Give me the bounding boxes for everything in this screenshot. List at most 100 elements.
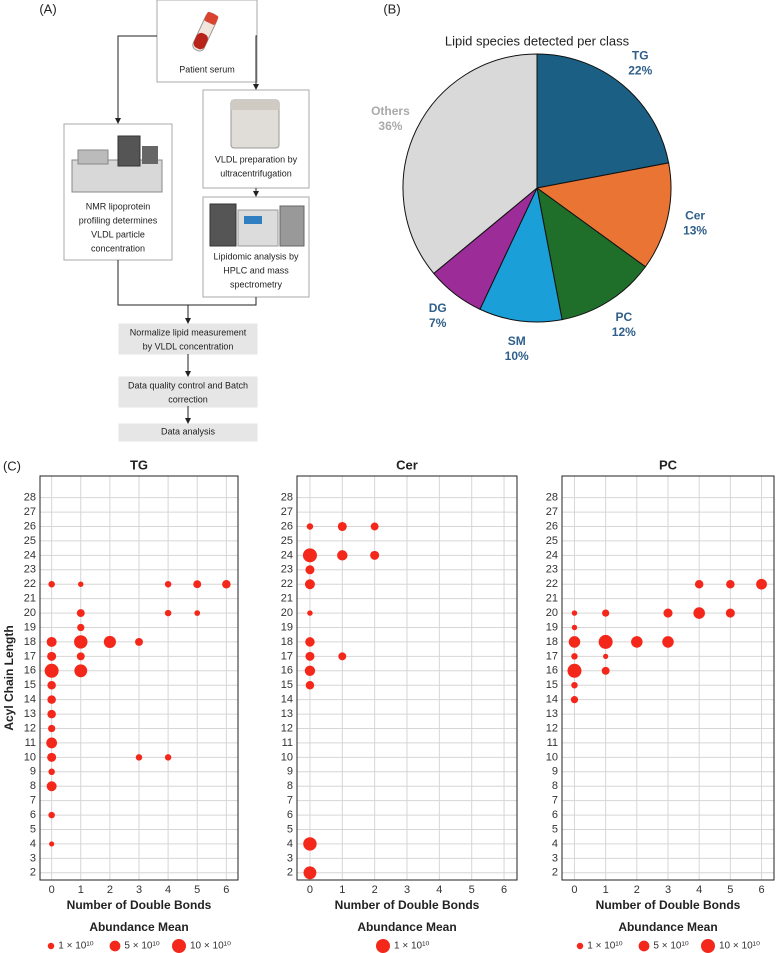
y-tick-label: 19 xyxy=(24,621,36,633)
bubble xyxy=(48,724,56,733)
y-tick-label: 25 xyxy=(281,535,293,547)
bubble xyxy=(77,623,85,632)
y-tick-label: 7 xyxy=(552,795,558,807)
bubble xyxy=(338,652,347,661)
y-tick-label: 27 xyxy=(546,506,558,518)
bubble xyxy=(571,653,578,660)
bubble xyxy=(305,651,315,661)
x-axis-label: Number of Double Bonds xyxy=(67,898,212,912)
legend-title: Abundance Mean xyxy=(618,920,717,934)
bubble xyxy=(726,579,735,589)
node-label: Data quality control and Batch xyxy=(128,380,248,390)
y-tick-label: 7 xyxy=(287,795,293,807)
panel-title: Cer xyxy=(396,457,418,472)
x-tick-label: 1 xyxy=(78,884,84,896)
y-tick-label: 11 xyxy=(547,737,558,749)
x-tick-label: 2 xyxy=(372,884,378,896)
arrow xyxy=(115,35,157,124)
x-tick-label: 4 xyxy=(696,884,702,896)
bubble xyxy=(164,754,172,761)
y-tick-label: 13 xyxy=(24,708,36,720)
plot-frame xyxy=(561,475,775,881)
slice-name: Others xyxy=(371,104,410,118)
y-tick-label: 24 xyxy=(24,549,36,561)
x-tick-label: 1 xyxy=(603,884,609,896)
slice-name: TG xyxy=(632,48,649,62)
y-tick-label: 24 xyxy=(281,549,293,561)
node-label: spectrometry xyxy=(230,279,283,289)
arrow xyxy=(253,35,259,90)
bubble xyxy=(47,709,56,719)
bubble xyxy=(164,609,172,617)
y-tick-label: 13 xyxy=(281,708,293,720)
y-tick-label: 26 xyxy=(24,520,36,532)
y-tick-label: 23 xyxy=(281,564,293,576)
diagram-node xyxy=(118,376,258,408)
x-tick-label: 1 xyxy=(339,884,345,896)
x-tick-label: 4 xyxy=(165,884,171,896)
y-tick-label: 22 xyxy=(24,578,36,590)
y-tick-label: 14 xyxy=(546,694,558,706)
bubble xyxy=(303,837,317,851)
y-tick-label: 19 xyxy=(546,621,558,633)
y-tick-label: 15 xyxy=(24,679,36,691)
bubble xyxy=(601,666,610,675)
node-label: VLDL particle xyxy=(91,229,145,239)
y-tick-label: 22 xyxy=(281,578,293,590)
slice-value: 10% xyxy=(505,349,529,363)
x-tick-label: 3 xyxy=(665,884,671,896)
pie-slice xyxy=(402,53,538,275)
bubble xyxy=(693,607,705,619)
diagram-node xyxy=(156,0,258,83)
y-tick-label: 9 xyxy=(287,766,293,778)
y-tick-label: 25 xyxy=(24,535,36,547)
y-tick-label: 2 xyxy=(287,867,293,879)
y-tick-label: 18 xyxy=(281,636,293,648)
y-tick-label: 10 xyxy=(24,751,36,763)
y-tick-label: 12 xyxy=(546,722,558,734)
bubble xyxy=(603,653,609,659)
x-tick-label: 0 xyxy=(571,884,577,896)
y-tick-label: 13 xyxy=(546,708,558,720)
bubble xyxy=(304,579,315,590)
icon-centrifuge xyxy=(230,99,280,149)
y-tick-label: 21 xyxy=(281,593,293,605)
x-tick-label: 5 xyxy=(469,884,475,896)
legend-bubble xyxy=(376,939,390,953)
y-tick-label: 11 xyxy=(282,737,293,749)
chart-title: Lipid species detected per class xyxy=(445,33,630,48)
legend-label: 1 × 10¹⁰ xyxy=(58,941,93,952)
y-tick-label: 21 xyxy=(546,593,558,605)
panel-label: (C) xyxy=(3,458,21,473)
bubble xyxy=(194,610,201,616)
node-label: VLDL preparation by xyxy=(215,154,298,164)
bubble xyxy=(568,636,581,648)
bubble xyxy=(48,768,55,776)
bubble xyxy=(756,578,767,590)
bubble xyxy=(47,651,57,661)
y-tick-label: 3 xyxy=(552,852,558,864)
y-tick-label: 8 xyxy=(287,780,293,792)
bubble xyxy=(337,550,348,561)
bubble xyxy=(304,665,316,676)
bubble xyxy=(602,609,610,617)
node-label: ultracentrifugation xyxy=(220,168,292,178)
y-tick-label: 9 xyxy=(30,766,36,778)
node-label: by VLDL concentration xyxy=(143,341,234,351)
y-tick-label: 19 xyxy=(281,621,293,633)
y-tick-label: 4 xyxy=(552,838,558,850)
plot-frame xyxy=(39,475,239,881)
bubble xyxy=(662,636,674,648)
bubble xyxy=(694,579,704,589)
x-tick-label: 5 xyxy=(194,884,200,896)
bubble xyxy=(44,663,59,678)
pie-slice xyxy=(536,53,670,189)
bubble xyxy=(725,608,735,618)
bubble xyxy=(598,634,613,649)
y-tick-label: 26 xyxy=(281,520,293,532)
connector xyxy=(117,260,257,306)
bubble xyxy=(305,565,315,575)
y-tick-label: 17 xyxy=(546,650,558,662)
bubble xyxy=(193,580,202,589)
y-tick-label: 18 xyxy=(24,636,36,648)
